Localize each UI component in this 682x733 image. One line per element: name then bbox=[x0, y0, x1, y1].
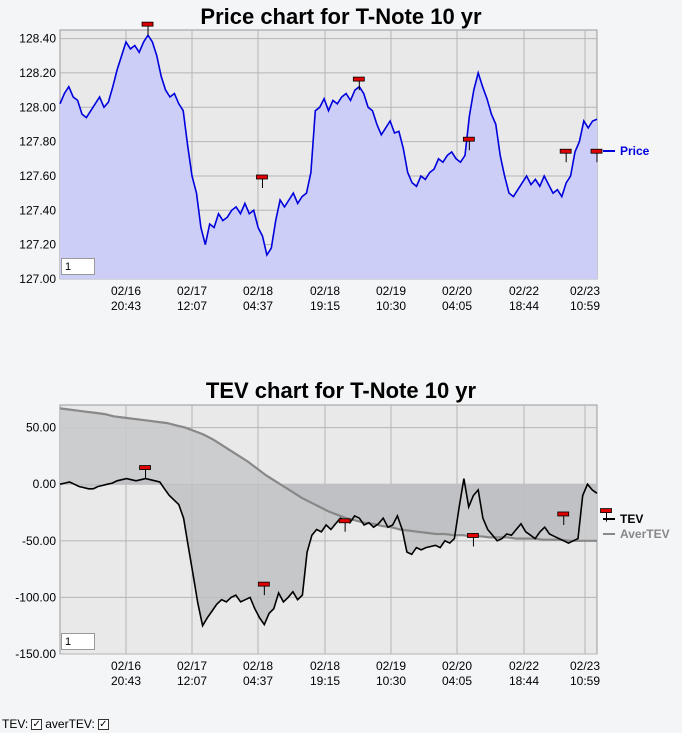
x-tick-label: 02/18 bbox=[243, 284, 273, 298]
signal-marker bbox=[559, 148, 572, 154]
signal-marker bbox=[352, 76, 365, 82]
signal-marker bbox=[557, 511, 570, 517]
signal-marker bbox=[139, 465, 151, 470]
price-chart: 127.00 127.20 127.40 127.60 127.80 128.00 128.… bbox=[19, 21, 650, 313]
x-tick-label: 10:30 bbox=[376, 299, 406, 313]
x-tick-label: 02/19 bbox=[376, 659, 406, 673]
y-tick-label: 127.60 bbox=[19, 169, 56, 183]
signal-marker bbox=[338, 518, 351, 524]
x-tick-label: 04:05 bbox=[442, 299, 472, 313]
signal-marker bbox=[600, 508, 612, 513]
tev-legend-label: TEV bbox=[620, 512, 643, 526]
x-tick-label: 10:59 bbox=[570, 299, 600, 313]
x-tick-label: 02/22 bbox=[509, 284, 539, 298]
signal-marker bbox=[590, 148, 603, 154]
x-tick-label: 04:37 bbox=[243, 674, 273, 688]
x-tick-label: 02/18 bbox=[310, 284, 340, 298]
x-tick-label: 10:30 bbox=[376, 674, 406, 688]
signal-marker bbox=[467, 533, 479, 538]
price-range-input[interactable]: 1 bbox=[61, 258, 95, 275]
tev-area bbox=[60, 478, 597, 626]
tev-range-input[interactable]: 1 bbox=[61, 633, 95, 650]
x-tick-label: 19:15 bbox=[310, 299, 340, 313]
y-tick-label: 127.80 bbox=[19, 135, 56, 149]
x-tick-label: 04:37 bbox=[243, 299, 273, 313]
y-tick-label: -100.00 bbox=[15, 590, 56, 604]
avertev-area bbox=[60, 408, 597, 541]
price-legend-label: Price bbox=[620, 144, 650, 158]
x-tick-label: 02/16 bbox=[111, 659, 141, 673]
avertev-toggle-label: averTEV: bbox=[45, 717, 95, 731]
y-tick-label: 128.20 bbox=[19, 66, 56, 80]
tev-chart-title: TEV chart for T-Note 10 yr bbox=[205, 378, 477, 403]
x-tick-label: 20:43 bbox=[111, 674, 141, 688]
y-tick-label: 128.40 bbox=[19, 32, 56, 46]
x-tick-label: 04:05 bbox=[442, 674, 472, 688]
x-tick-label: 02/16 bbox=[111, 284, 141, 298]
x-tick-label: 02/18 bbox=[310, 659, 340, 673]
y-tick-label: 128.00 bbox=[19, 100, 56, 114]
price-area bbox=[60, 35, 597, 280]
y-tick-label: 127.00 bbox=[19, 272, 56, 286]
x-tick-label: 02/23 bbox=[570, 659, 600, 673]
x-tick-label: 02/19 bbox=[376, 284, 406, 298]
series-toggles: TEV: ✓ averTEV: ✓ bbox=[2, 717, 109, 731]
signal-marker bbox=[141, 21, 154, 27]
y-tick-label: -50.00 bbox=[22, 534, 56, 548]
x-tick-label: 02/17 bbox=[177, 659, 207, 673]
y-tick-label: 0.00 bbox=[33, 477, 57, 491]
x-tick-label: 18:44 bbox=[509, 674, 539, 688]
signal-marker bbox=[257, 581, 270, 587]
y-tick-label: -150.00 bbox=[15, 647, 56, 661]
price-line bbox=[59, 33, 598, 258]
y-tick-label: 50.00 bbox=[26, 421, 56, 435]
y-tick-label: 127.40 bbox=[19, 203, 56, 217]
y-tick-label: 127.20 bbox=[19, 238, 56, 252]
x-tick-label: 18:44 bbox=[509, 299, 539, 313]
x-tick-label: 12:07 bbox=[177, 299, 207, 313]
x-tick-label: 20:43 bbox=[111, 299, 141, 313]
x-tick-label: 02/18 bbox=[243, 659, 273, 673]
tev-checkbox[interactable]: ✓ bbox=[31, 718, 43, 730]
tev-toggle-label: TEV: bbox=[2, 717, 29, 731]
x-tick-label: 19:15 bbox=[310, 674, 340, 688]
x-tick-label: 10:59 bbox=[570, 674, 600, 688]
x-tick-label: 12:07 bbox=[177, 674, 207, 688]
price-chart-title: Price chart for T-Note 10 yr bbox=[200, 4, 482, 29]
x-tick-label: 02/20 bbox=[442, 284, 472, 298]
avertev-line bbox=[59, 407, 597, 542]
x-tick-label: 02/17 bbox=[177, 284, 207, 298]
x-tick-label: 02/23 bbox=[570, 284, 600, 298]
signal-marker bbox=[462, 136, 475, 142]
x-tick-label: 02/20 bbox=[442, 659, 472, 673]
tev-line bbox=[59, 477, 598, 628]
avertev-legend-label: AverTEV bbox=[620, 527, 670, 541]
signal-marker bbox=[256, 174, 268, 180]
avertev-checkbox[interactable]: ✓ bbox=[97, 718, 109, 730]
x-tick-label: 02/22 bbox=[509, 659, 539, 673]
